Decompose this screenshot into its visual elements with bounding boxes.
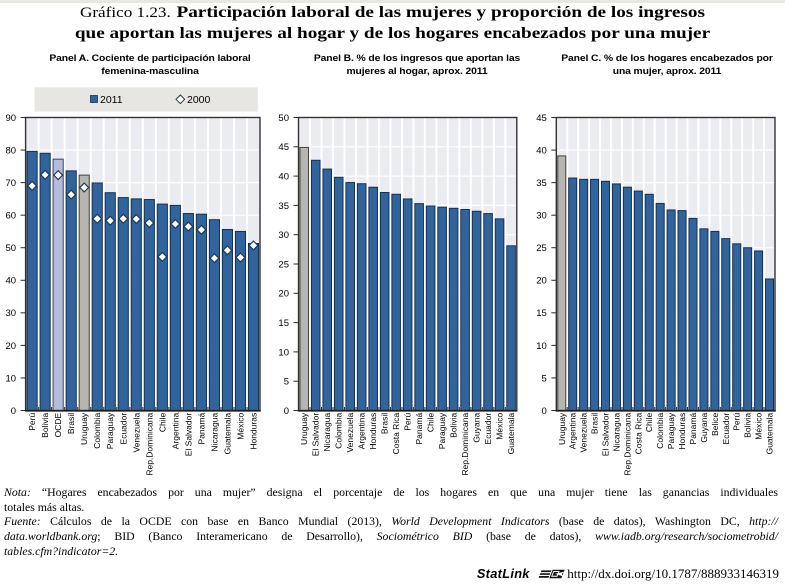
- svg-text:Paraguay: Paraguay: [105, 412, 115, 449]
- svg-text:Brasil: Brasil: [66, 413, 76, 434]
- svg-text:5: 5: [542, 373, 547, 384]
- svg-text:15: 15: [278, 318, 289, 329]
- svg-text:Nicaragua: Nicaragua: [611, 413, 621, 452]
- svg-text:Guatemala: Guatemala: [222, 413, 232, 455]
- svg-text:Brasil: Brasil: [590, 413, 600, 434]
- svg-text:Venezuela: Venezuela: [579, 413, 589, 453]
- svg-text:Honduras: Honduras: [677, 413, 687, 450]
- svg-text:Brasil: Brasil: [380, 413, 390, 434]
- svg-text:Bolivia: Bolivia: [449, 413, 459, 438]
- svg-text:Venezuela: Venezuela: [131, 413, 141, 453]
- svg-text:15: 15: [536, 308, 547, 319]
- svg-text:35: 35: [278, 201, 289, 212]
- svg-text:Perú: Perú: [27, 413, 37, 431]
- svg-text:El Salvador: El Salvador: [601, 413, 611, 457]
- svg-text:México: México: [235, 413, 245, 440]
- svg-text:80: 80: [6, 145, 17, 156]
- svg-text:25: 25: [536, 243, 547, 254]
- svg-text:50: 50: [6, 243, 17, 254]
- svg-text:Honduras: Honduras: [368, 413, 378, 450]
- svg-text:Uruguay: Uruguay: [299, 412, 309, 445]
- svg-text:10: 10: [6, 373, 17, 384]
- svg-text:Perú: Perú: [403, 413, 413, 431]
- svg-text:0: 0: [284, 406, 289, 417]
- svg-text:10: 10: [536, 341, 547, 352]
- svg-text:Bolivia: Bolivia: [40, 413, 50, 438]
- svg-text:2011: 2011: [100, 94, 123, 106]
- svg-text:Guyana: Guyana: [472, 413, 482, 443]
- svg-text:60: 60: [6, 211, 17, 222]
- svg-text:Bolivia: Bolivia: [743, 413, 753, 438]
- svg-text:45: 45: [536, 113, 547, 124]
- svg-text:Rep.Dominicana: Rep.Dominicana: [622, 413, 632, 476]
- svg-text:México: México: [495, 413, 505, 440]
- svg-text:20: 20: [536, 276, 547, 287]
- svg-text:Guyana: Guyana: [699, 413, 709, 443]
- svg-text:Chile: Chile: [644, 413, 654, 433]
- svg-text:Costa Rica: Costa Rica: [633, 413, 643, 455]
- svg-text:Colombia: Colombia: [92, 413, 102, 449]
- svg-text:Ecuador: Ecuador: [118, 413, 128, 445]
- svg-text:0: 0: [542, 406, 547, 417]
- svg-text:40: 40: [536, 145, 547, 156]
- svg-text:10: 10: [278, 347, 289, 358]
- svg-text:Costa Rica: Costa Rica: [391, 413, 401, 455]
- svg-text:25: 25: [278, 259, 289, 270]
- svg-text:20: 20: [6, 341, 17, 352]
- svg-text:30: 30: [6, 308, 17, 319]
- svg-text:Uruguay: Uruguay: [557, 412, 567, 445]
- svg-text:Colombia: Colombia: [655, 413, 665, 449]
- svg-text:Nicaragua: Nicaragua: [209, 413, 219, 452]
- svg-text:Chile: Chile: [157, 413, 167, 433]
- svg-text:50: 50: [278, 113, 289, 124]
- svg-text:El Salvador: El Salvador: [311, 413, 321, 457]
- svg-text:Uruguay: Uruguay: [79, 412, 89, 445]
- svg-text:Paraguay: Paraguay: [666, 412, 676, 449]
- svg-text:OCDE: OCDE: [53, 412, 63, 437]
- svg-text:0: 0: [11, 406, 16, 417]
- svg-text:Chile: Chile: [426, 413, 436, 433]
- svg-text:Panamá: Panamá: [196, 413, 206, 445]
- svg-text:70: 70: [6, 178, 17, 189]
- svg-text:40: 40: [6, 276, 17, 287]
- svg-text:Belice: Belice: [710, 413, 720, 436]
- svg-text:20: 20: [278, 289, 289, 300]
- svg-text:Panamá: Panamá: [414, 413, 424, 445]
- svg-text:Paraguay: Paraguay: [437, 412, 447, 449]
- svg-text:5: 5: [284, 377, 289, 388]
- svg-text:Ecuador: Ecuador: [483, 413, 493, 445]
- svg-text:90: 90: [6, 113, 17, 124]
- svg-text:Argentina: Argentina: [170, 413, 180, 450]
- svg-text:Ecuador: Ecuador: [721, 413, 731, 445]
- svg-text:El Salvador: El Salvador: [183, 413, 193, 457]
- svg-text:45: 45: [278, 142, 289, 153]
- svg-text:Venezuela: Venezuela: [345, 413, 355, 453]
- svg-text:Perú: Perú: [732, 413, 742, 431]
- svg-text:Argentina: Argentina: [357, 413, 367, 450]
- svg-text:30: 30: [278, 230, 289, 241]
- svg-text:Panamá: Panamá: [688, 413, 698, 445]
- svg-text:México: México: [754, 413, 764, 440]
- svg-text:Nicaragua: Nicaragua: [322, 413, 332, 452]
- svg-text:35: 35: [536, 178, 547, 189]
- svg-text:Guatemala: Guatemala: [765, 413, 775, 455]
- svg-text:Colombia: Colombia: [334, 413, 344, 449]
- svg-text:30: 30: [536, 211, 547, 222]
- svg-text:Rep.Dominicana: Rep.Dominicana: [144, 413, 154, 476]
- svg-text:Honduras: Honduras: [248, 413, 258, 450]
- svg-text:Rep.Dominicana: Rep.Dominicana: [460, 413, 470, 476]
- svg-text:40: 40: [278, 172, 289, 183]
- svg-text:Argentina: Argentina: [568, 413, 578, 450]
- svg-text:2000: 2000: [187, 94, 211, 106]
- svg-text:Guatemala: Guatemala: [506, 413, 516, 455]
